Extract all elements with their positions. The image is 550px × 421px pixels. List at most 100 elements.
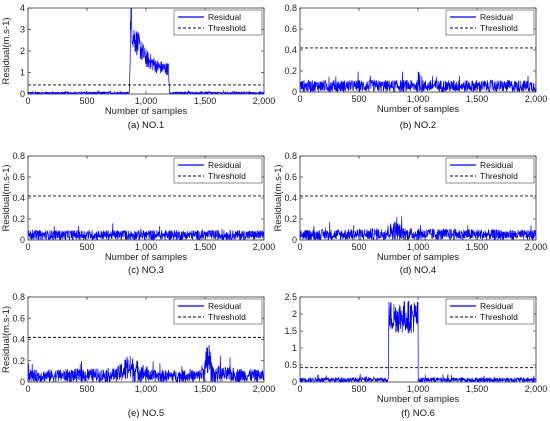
residual-series-line: [300, 216, 536, 240]
legend-label-threshold: Threshold: [480, 171, 518, 181]
y-tick-label: 2: [292, 309, 297, 319]
y-tick-label: 0.4: [12, 193, 25, 203]
y-axis-label: Residual(m.s-1): [1, 164, 12, 231]
x-tick-label: 1,500: [466, 242, 489, 252]
x-tick-label: 1,000: [407, 242, 430, 252]
legend-label-threshold: Threshold: [208, 23, 246, 33]
chart-panel-2: 0 500 1,000 1,500 2,000 0 0.2 0.4 0.6 0.8 Residual…: [284, 3, 547, 131]
legend-label-threshold: Threshold: [480, 312, 518, 322]
panel-caption: (b) NO.2: [400, 120, 436, 131]
x-axis-label: Number of samples: [377, 104, 460, 115]
y-tick-label: 0.4: [284, 193, 297, 203]
x-tick-label: 500: [79, 96, 94, 106]
y-tick-label: 0: [292, 235, 297, 245]
x-tick-label: 2,000: [525, 384, 548, 394]
residual-series-line: [300, 71, 536, 92]
x-tick-label: 1,500: [194, 384, 217, 394]
x-tick-label: 0: [297, 384, 302, 394]
x-tick-label: 2,000: [253, 96, 276, 106]
y-tick-label: 0.2: [284, 214, 297, 224]
y-tick-label: 3: [20, 25, 25, 35]
panel-caption: (f) NO.6: [401, 408, 435, 419]
y-tick-label: 1: [292, 343, 297, 353]
y-tick-label: 0.5: [284, 360, 297, 370]
x-tick-label: 0: [25, 384, 30, 394]
y-axis-label: Residual(m.s-1): [1, 17, 12, 84]
chart-panel-4: 0 500 1,000 1,500 2,00000.20.40.60.8Residual…: [273, 151, 547, 276]
legend-label-residual: Residual: [208, 301, 241, 311]
x-tick-label: 500: [351, 242, 366, 252]
legend-label-residual: Residual: [480, 12, 513, 22]
x-tick-label: 2,000: [253, 242, 276, 252]
y-tick-label: 0.8: [12, 292, 25, 302]
legend-box: [445, 157, 535, 184]
legend-label-residual: Residual: [208, 12, 241, 22]
residual-series-line: [28, 223, 264, 240]
legend-label-residual: Residual: [208, 160, 241, 170]
x-tick-label: 1,000: [407, 384, 430, 394]
panel-caption: (c) NO.3: [128, 265, 164, 276]
legend-box: [173, 298, 263, 325]
x-tick-label: 1,000: [135, 96, 158, 106]
y-tick-label: 0.2: [12, 214, 25, 224]
x-tick-label: 1,500: [466, 94, 489, 104]
x-tick-label: 500: [351, 94, 366, 104]
legend-label-threshold: Threshold: [480, 23, 518, 33]
legend-box: [445, 298, 535, 325]
y-tick-label: 2: [20, 46, 25, 56]
legend-label-threshold: Threshold: [208, 312, 246, 322]
y-tick-label: 0: [292, 377, 297, 387]
y-tick-label: 0.6: [12, 172, 25, 182]
legend-box: [173, 9, 263, 36]
x-tick-label: 500: [351, 384, 366, 394]
residual-series-line: [300, 300, 536, 382]
x-tick-label: 2,000: [525, 94, 548, 104]
residual-series-line: [28, 344, 264, 382]
y-tick-label: 0: [20, 89, 25, 99]
x-tick-label: 1,500: [194, 242, 217, 252]
x-axis-label: Number of samples: [377, 394, 460, 405]
y-tick-label: 1.5: [284, 326, 297, 336]
y-tick-label: 0.8: [12, 151, 25, 161]
residual-series-line: [28, 8, 264, 94]
y-tick-label: 0.4: [12, 335, 25, 345]
panel-caption: (d) NO.4: [400, 265, 436, 276]
y-tick-label: 1: [20, 68, 25, 78]
x-tick-label: 500: [79, 242, 94, 252]
x-tick-label: 0: [25, 96, 30, 106]
x-tick-label: 500: [79, 384, 94, 394]
y-tick-label: 0: [292, 87, 297, 97]
y-axis-label: Residual(m.s-1): [1, 306, 12, 373]
x-tick-label: 1,000: [135, 384, 158, 394]
y-tick-label: 0.2: [12, 356, 25, 366]
x-tick-label: 1,000: [407, 94, 430, 104]
y-tick-label: 2.5: [284, 292, 297, 302]
x-axis-label: Number of samples: [377, 252, 460, 263]
x-tick-label: 1,500: [466, 384, 489, 394]
legend-label-threshold: Threshold: [208, 171, 246, 181]
legend-box: [445, 9, 535, 36]
legend-label-residual: Residual: [480, 160, 513, 170]
y-axis-label: Residual(m.s-1): [273, 164, 284, 231]
x-tick-label: 1,500: [194, 96, 217, 106]
x-tick-label: 2,000: [253, 384, 276, 394]
legend-box: [173, 157, 263, 184]
x-tick-label: 2,000: [525, 242, 548, 252]
panel-caption: (e) NO.5: [128, 408, 164, 419]
y-tick-label: 0.6: [12, 313, 25, 323]
x-tick-label: 0: [297, 94, 302, 104]
y-tick-label: 4: [20, 3, 25, 13]
chart-panel-5: 0 500 1,000 1,500 2,00000.20.40.60.8Residual…: [1, 292, 275, 419]
y-tick-label: 0: [20, 377, 25, 387]
y-tick-label: 0.4: [284, 45, 297, 55]
chart-panel-3: 0 500 1,000 1,500 2,00000.20.40.60.8Residual…: [1, 151, 275, 276]
y-tick-label: 0: [20, 235, 25, 245]
chart-panel-6: 0 500 1,000 1,500 2,000 0 0.5 1 1.5 2 2.5 ResidualT…: [284, 292, 547, 419]
x-tick-label: 0: [25, 242, 30, 252]
y-tick-label: 0.6: [284, 172, 297, 182]
x-tick-label: 0: [297, 242, 302, 252]
panel-caption: (a) NO.1: [128, 120, 164, 131]
x-axis-label: Number of samples: [105, 106, 188, 117]
x-tick-label: 1,000: [135, 242, 158, 252]
